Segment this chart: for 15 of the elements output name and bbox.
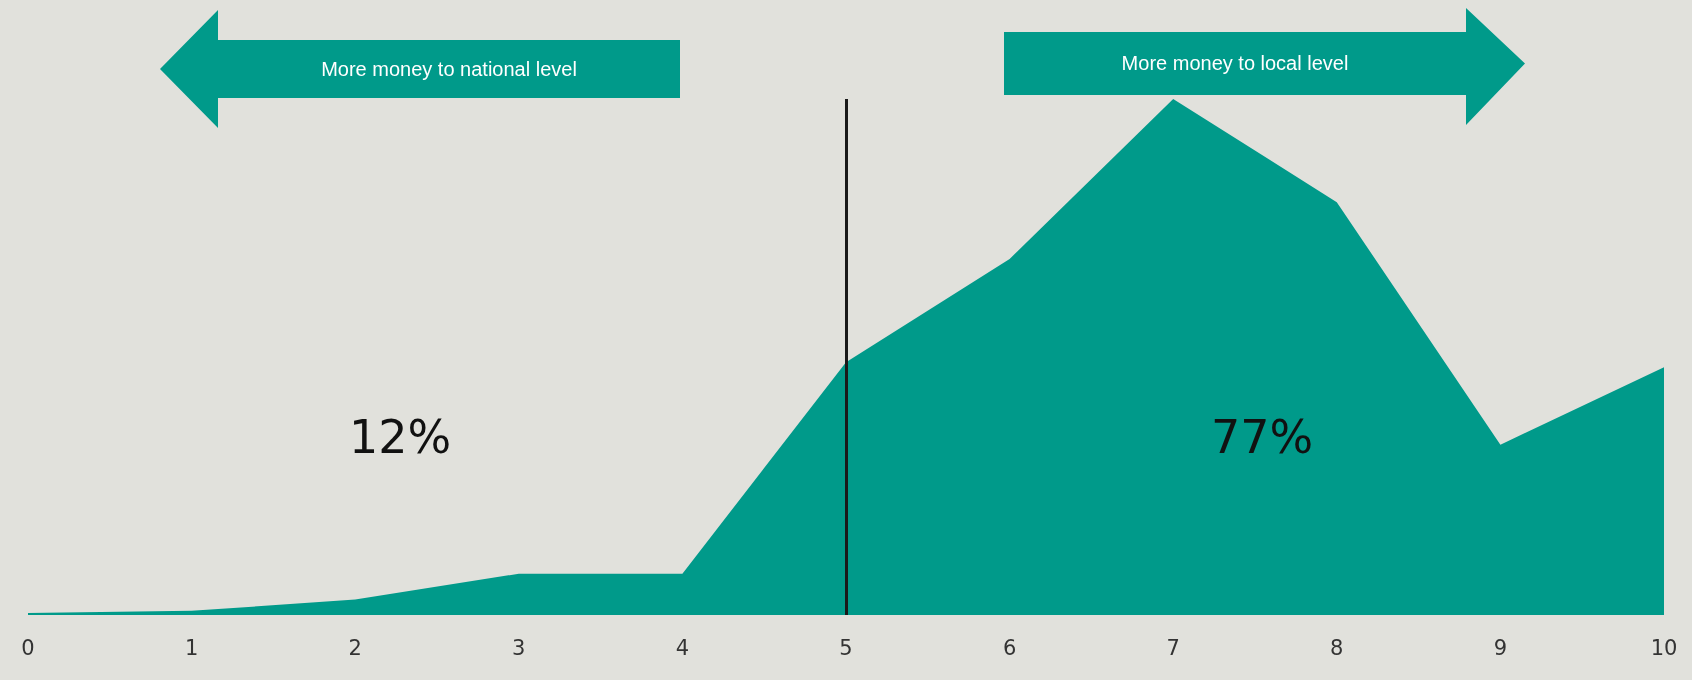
x-tick-label: 10 (1650, 635, 1678, 660)
annotation: 12% (347, 410, 453, 464)
annotation: 77% (1209, 410, 1315, 464)
x-tick-label: 2 (348, 635, 362, 660)
x-tick-label: 8 (1330, 635, 1344, 660)
text: More money to local level (1120, 51, 1350, 76)
text: More money to national level (320, 56, 578, 82)
x-tick-label: 0 (21, 635, 35, 660)
x-tick-label: 9 (1493, 635, 1508, 660)
x-tick-label: 5 (839, 635, 853, 660)
x-tick-label: 4 (675, 635, 690, 660)
x-tick-label: 1 (184, 635, 199, 660)
x-tick-label: 3 (512, 635, 526, 660)
x-tick-label: 7 (1166, 635, 1180, 660)
x-tick-label: 6 (1002, 635, 1017, 660)
